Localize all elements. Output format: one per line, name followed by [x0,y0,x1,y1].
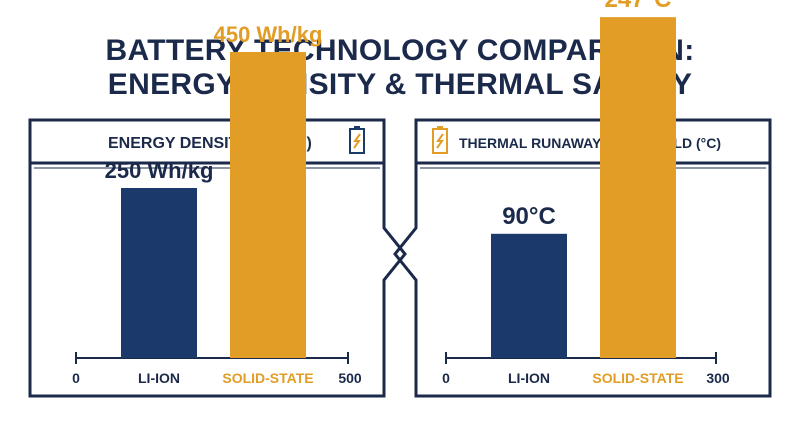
energy-density-panel-frame [28,118,407,398]
thermal-axis-min-label: 0 [442,370,450,386]
thermal-axis-max-label: 300 [706,370,730,386]
energy-category-label-li-ion: LI-ION [138,370,180,386]
energy-axis-max-label: 500 [338,370,362,386]
thermal-bar-solid-state [600,17,676,358]
thermal-panel-title: THERMAL RUNAWAY THRESHOLD (°C) [459,135,721,151]
energy-density-chart: 0 500 250 Wh/kg LI-ION 450 Wh/kg SOLID-STATE [72,22,362,386]
thermal-panel-frame [393,118,772,398]
thermal-bar-li-ion [491,233,567,358]
thermal-runaway-chart: 0 300 90°C LI-ION 247°C SOLID-STATE [442,0,730,386]
energy-axis-min-label: 0 [72,370,80,386]
battery-icon [432,126,448,154]
energy-bar-li-ion [121,188,197,358]
thermal-category-label-li-ion: LI-ION [508,370,550,386]
energy-category-label-solid-state: SOLID-STATE [222,370,313,386]
thermal-category-label-solid-state: SOLID-STATE [592,370,683,386]
energy-value-label-solid-state: 450 Wh/kg [214,22,323,47]
page-title-line-1: BATTERY TECHNOLOGY COMPARISON: [105,34,695,67]
page-title-line-2: ENERGY DENSITY & THERMAL SAFETY [107,68,693,101]
thermal-value-label-li-ion: 90°C [502,203,556,230]
thermal-value-label-solid-state: 247°C [605,0,672,13]
battery-icon [349,126,365,154]
energy-bar-solid-state [230,52,306,358]
page-title: BATTERY TECHNOLOGY COMPARISON: ENERGY DE… [0,34,800,102]
energy-value-label-li-ion: 250 Wh/kg [105,158,214,183]
